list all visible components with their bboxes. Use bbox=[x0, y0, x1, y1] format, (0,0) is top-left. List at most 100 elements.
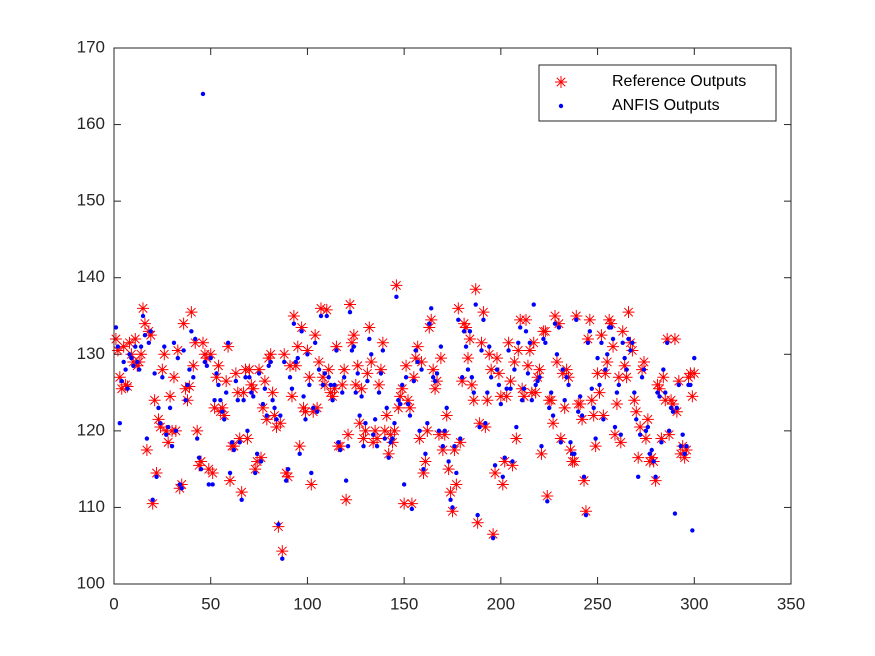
point bbox=[340, 390, 345, 395]
point bbox=[659, 440, 664, 445]
point bbox=[280, 466, 293, 479]
point bbox=[467, 329, 473, 334]
point bbox=[603, 367, 608, 372]
point bbox=[692, 355, 697, 361]
point bbox=[189, 329, 194, 334]
point bbox=[264, 348, 277, 361]
point bbox=[309, 329, 322, 342]
point bbox=[322, 363, 335, 376]
point bbox=[115, 344, 121, 349]
point bbox=[678, 451, 691, 464]
point bbox=[280, 556, 285, 561]
point bbox=[351, 344, 357, 349]
point bbox=[541, 336, 546, 342]
point bbox=[616, 325, 629, 338]
point bbox=[637, 355, 650, 368]
point bbox=[454, 470, 459, 476]
point bbox=[415, 355, 428, 368]
point bbox=[512, 367, 517, 372]
y-tick-label: 170 bbox=[77, 37, 105, 56]
point bbox=[508, 386, 513, 391]
point bbox=[282, 359, 287, 365]
point bbox=[241, 432, 254, 445]
point bbox=[109, 332, 122, 345]
point bbox=[411, 378, 417, 384]
point bbox=[492, 463, 498, 468]
point bbox=[369, 352, 374, 357]
point bbox=[599, 367, 612, 380]
y-tick-label: 120 bbox=[77, 420, 105, 439]
point bbox=[361, 443, 366, 449]
point bbox=[254, 451, 260, 457]
point bbox=[591, 367, 604, 380]
point bbox=[144, 436, 150, 441]
point bbox=[299, 405, 312, 418]
point bbox=[191, 375, 196, 380]
point bbox=[469, 283, 482, 296]
point bbox=[218, 409, 231, 422]
point bbox=[131, 359, 144, 372]
point bbox=[485, 363, 498, 376]
point bbox=[490, 352, 503, 365]
point bbox=[262, 352, 275, 365]
point bbox=[665, 394, 678, 407]
point bbox=[519, 398, 525, 403]
point bbox=[454, 436, 467, 449]
point bbox=[498, 401, 504, 407]
point bbox=[183, 380, 196, 393]
point bbox=[655, 390, 660, 395]
point bbox=[150, 497, 155, 502]
y-tick-label: 160 bbox=[77, 114, 105, 133]
point bbox=[622, 306, 635, 319]
point bbox=[620, 371, 633, 384]
point bbox=[152, 371, 157, 376]
point bbox=[607, 340, 620, 353]
point bbox=[641, 367, 647, 372]
point bbox=[193, 336, 198, 342]
point bbox=[396, 382, 409, 395]
point bbox=[456, 375, 469, 388]
point bbox=[171, 340, 177, 345]
y-tick-label: 100 bbox=[77, 573, 105, 592]
point bbox=[635, 474, 641, 479]
point bbox=[429, 382, 442, 395]
point bbox=[438, 344, 444, 349]
point bbox=[220, 409, 225, 414]
point bbox=[239, 497, 244, 502]
point bbox=[135, 348, 148, 361]
point bbox=[311, 405, 316, 411]
point bbox=[483, 421, 488, 426]
point bbox=[189, 336, 202, 349]
x-tick-label: 150 bbox=[390, 594, 418, 613]
point bbox=[390, 436, 395, 441]
point bbox=[131, 363, 136, 368]
point bbox=[328, 382, 341, 395]
point bbox=[353, 417, 366, 430]
point bbox=[140, 313, 146, 319]
point bbox=[614, 390, 620, 395]
point bbox=[206, 482, 211, 487]
point bbox=[351, 359, 364, 372]
point bbox=[583, 313, 596, 326]
point bbox=[413, 348, 418, 353]
point bbox=[506, 459, 519, 472]
point bbox=[622, 355, 627, 361]
point bbox=[616, 382, 622, 388]
point bbox=[194, 436, 200, 441]
point bbox=[171, 344, 184, 357]
point bbox=[193, 459, 206, 472]
point bbox=[649, 474, 662, 487]
point bbox=[467, 394, 480, 407]
point bbox=[208, 355, 213, 361]
point bbox=[264, 413, 270, 418]
point bbox=[403, 375, 409, 380]
legend-marker bbox=[555, 76, 567, 88]
point bbox=[653, 382, 666, 395]
point bbox=[612, 371, 625, 384]
point bbox=[287, 375, 293, 380]
point bbox=[533, 363, 546, 376]
point bbox=[278, 413, 283, 418]
point bbox=[330, 340, 343, 353]
point bbox=[556, 325, 562, 330]
point bbox=[119, 378, 124, 384]
